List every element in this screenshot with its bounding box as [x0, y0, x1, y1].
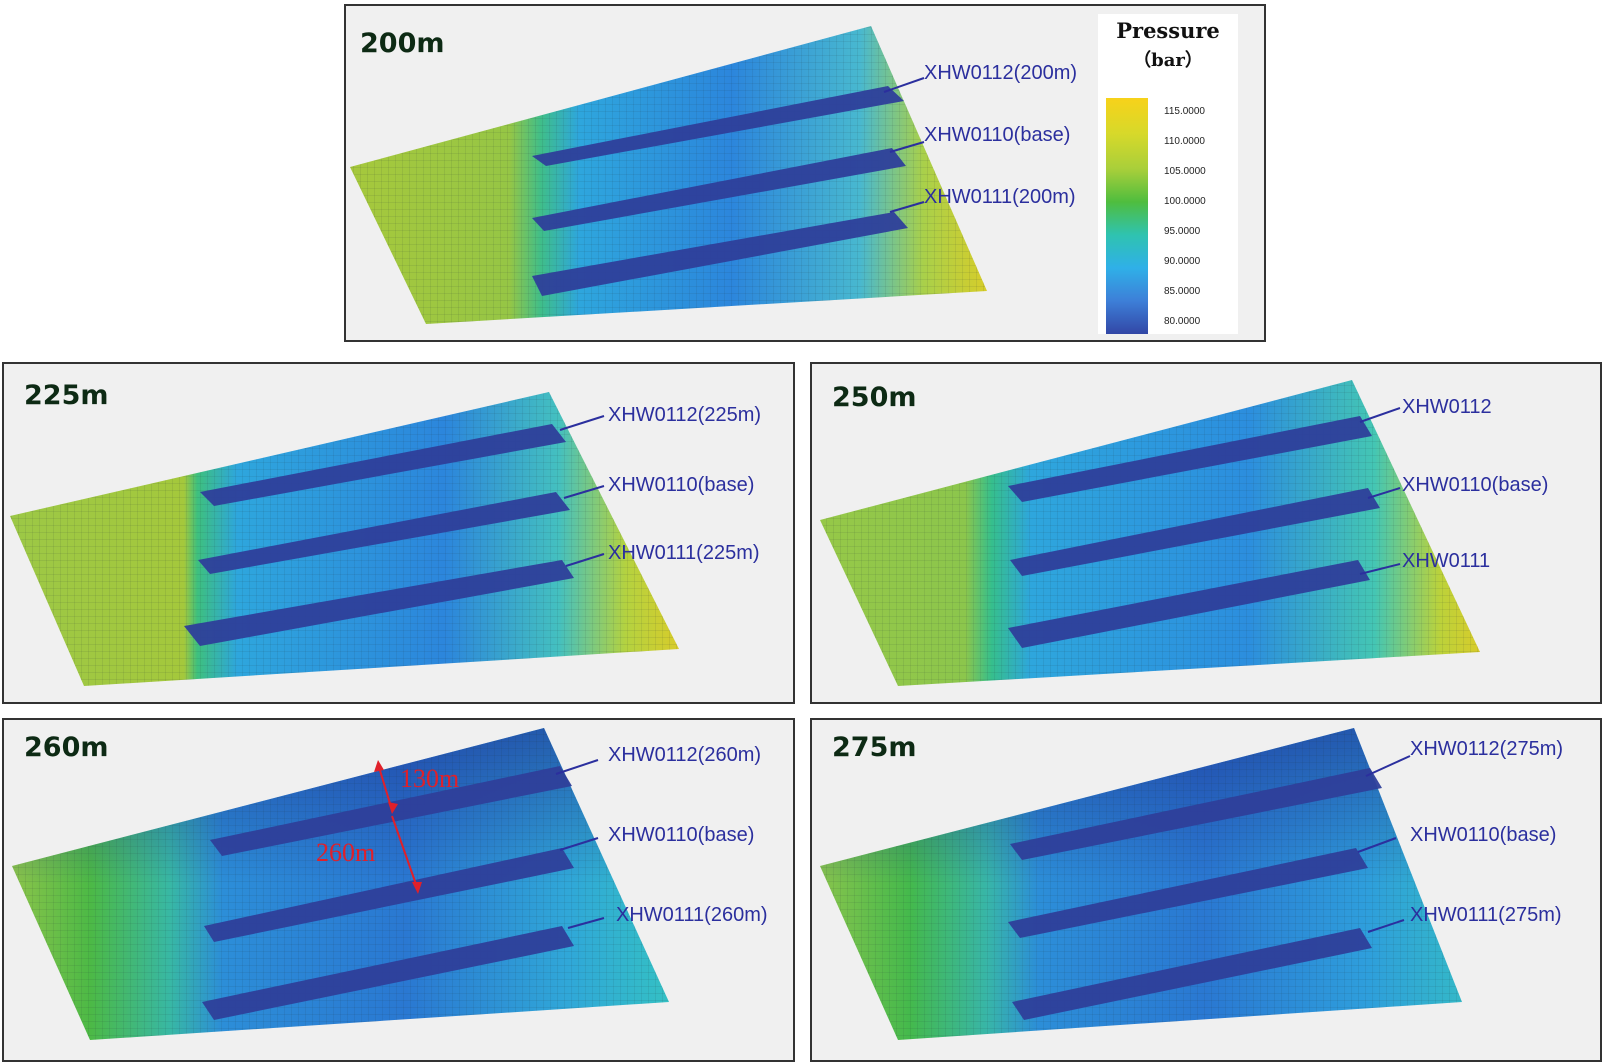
- well-label-xhw0110: XHW0110(base): [1402, 474, 1549, 496]
- well-label-xhw0110: XHW0110(base): [1410, 824, 1557, 846]
- well-leader: [555, 759, 599, 775]
- well-leader: [565, 553, 605, 567]
- well-label-xhw0112: XHW0112(260m): [608, 744, 762, 766]
- legend-colorbar: [1106, 98, 1148, 334]
- pressure-map-275m: [820, 728, 1462, 1040]
- legend-title: Pressure: [1116, 18, 1220, 43]
- legend-tick: 90.0000: [1164, 256, 1201, 267]
- fracture-zone: [1012, 928, 1372, 1020]
- fracture-zone: [184, 560, 574, 646]
- well-label-xhw0112: XHW0112: [1402, 396, 1492, 418]
- panel-title: 260m: [24, 732, 109, 763]
- well-label-xhw0111: XHW0111(225m): [608, 542, 760, 564]
- legend-tick: 110.0000: [1164, 136, 1205, 147]
- legend-tick: 80.0000: [1164, 316, 1201, 327]
- fracture-zone: [1008, 416, 1372, 502]
- well-label-xhw0110: XHW0110(base): [608, 824, 755, 846]
- well-leader: [567, 917, 605, 929]
- fracture-zone: [532, 86, 904, 166]
- well-label-xhw0110: XHW0110(base): [924, 124, 1071, 146]
- well-label-xhw0111: XHW0111(200m): [924, 186, 1076, 208]
- well-leader: [559, 837, 599, 851]
- pressure-map-200m: [350, 26, 987, 324]
- well-leader: [1367, 487, 1401, 499]
- panel-250m: 250m XHW0112 XHW0110(base) XHW0111: [810, 362, 1602, 704]
- well-leader: [1359, 407, 1401, 423]
- spacing-arrow-130m: [377, 763, 393, 811]
- panel-title: 250m: [832, 382, 917, 413]
- fracture-zone: [532, 212, 908, 296]
- well-leader: [889, 141, 925, 153]
- well-label-xhw0111: XHW0111(275m): [1410, 904, 1562, 926]
- well-label-xhw0112: XHW0112(200m): [924, 62, 1078, 84]
- well-label-xhw0112: XHW0112(225m): [608, 404, 762, 426]
- spacing-arrow-260m: [391, 815, 419, 891]
- fracture-zone: [204, 848, 574, 942]
- well-label-xhw0112: XHW0112(275m): [1410, 738, 1564, 760]
- well-leader: [1367, 919, 1405, 933]
- spacing-label-130m: 130m: [400, 764, 460, 793]
- panel-275m: 275m XHW0112(275m) XHW0110(base) XHW0111…: [810, 718, 1602, 1062]
- fracture-zone: [532, 148, 906, 231]
- fracture-zone: [200, 424, 566, 506]
- legend-tick: 105.0000: [1164, 166, 1206, 177]
- well-leader: [563, 485, 605, 499]
- fracture-zone: [202, 926, 574, 1020]
- well-leader: [1357, 837, 1397, 853]
- legend-tick: 85.0000: [1164, 286, 1201, 297]
- well-leader: [883, 77, 925, 93]
- panel-title: 225m: [24, 380, 109, 411]
- pressure-map-225m: [10, 392, 679, 686]
- legend-unit: （bar）: [1133, 50, 1203, 71]
- panel-225m: 225m XHW0112(225m) XHW0110(base) XHW0111…: [2, 362, 795, 704]
- fracture-zone: [1008, 848, 1368, 938]
- fracture-zone: [1008, 560, 1370, 648]
- pressure-map-260m: [12, 728, 669, 1040]
- well-label-xhw0111: XHW0111(260m): [616, 904, 768, 926]
- well-leader: [889, 201, 925, 213]
- pressure-map-250m: [820, 380, 1480, 686]
- legend-tick: 95.0000: [1164, 226, 1201, 237]
- fracture-zone: [1010, 768, 1382, 860]
- legend-tick: 100.0000: [1164, 196, 1206, 207]
- pressure-legend: Pressure （bar） 115.0000 110.0000 105.000…: [1098, 14, 1238, 334]
- spacing-label-260m: 260m: [316, 838, 376, 867]
- fracture-zone: [1010, 488, 1380, 576]
- well-label-xhw0111: XHW0111: [1402, 550, 1491, 572]
- fracture-zone: [198, 492, 570, 574]
- panel-title: 200m: [360, 28, 445, 59]
- well-leader: [559, 415, 605, 431]
- panel-200m: 200m XHW0112(200m) XHW0110(base) XHW0111…: [344, 4, 1266, 342]
- well-label-xhw0110: XHW0110(base): [608, 474, 755, 496]
- well-leader: [1359, 563, 1401, 575]
- well-leader: [1365, 755, 1411, 777]
- legend-tick: 115.0000: [1164, 106, 1205, 117]
- panel-260m: 260m XHW0112(260m) XHW0110(base) XHW0111…: [2, 718, 795, 1062]
- panel-title: 275m: [832, 732, 917, 763]
